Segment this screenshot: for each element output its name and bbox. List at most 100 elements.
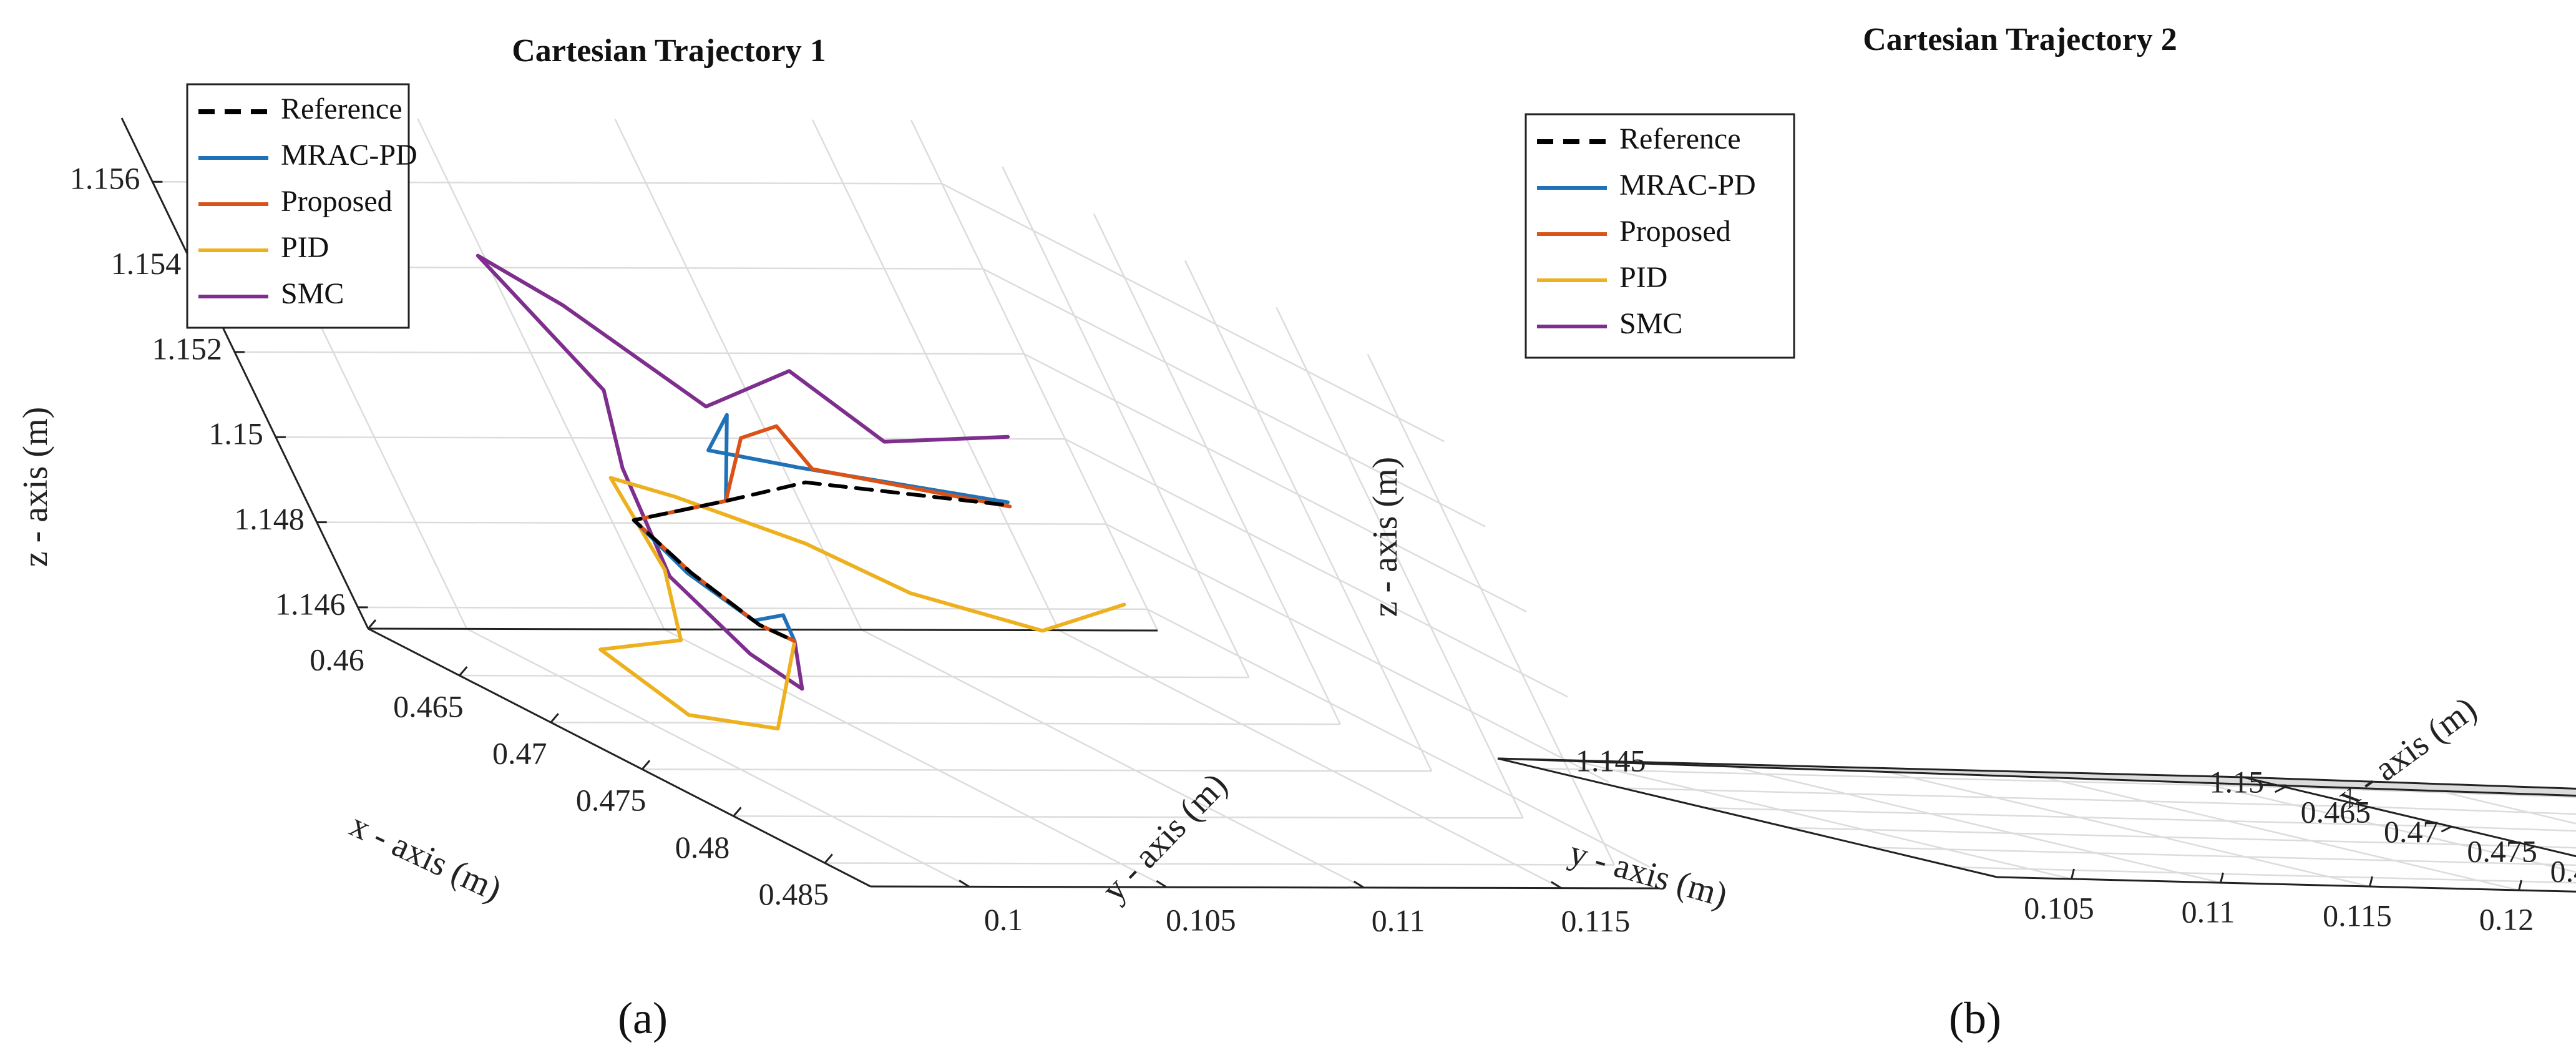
chart-title: Cartesian Trajectory 1 — [512, 33, 826, 69]
grid-line — [1367, 353, 1615, 865]
axis-edge — [2243, 776, 2576, 790]
axis-edge — [368, 627, 871, 888]
grid-line — [1721, 763, 2576, 795]
grid-line — [2276, 784, 2576, 794]
legend-label: Reference — [1619, 122, 1741, 155]
panel-caption: (a) — [618, 993, 668, 1043]
grid-line — [2019, 770, 2576, 792]
grid-line — [614, 119, 862, 631]
grid-line — [663, 629, 1167, 888]
grid-line — [1870, 767, 2370, 888]
grid-line — [733, 815, 1523, 819]
z-tick-label: 1.152 — [152, 331, 223, 366]
grid-line — [1721, 763, 2221, 884]
axis-edge — [368, 627, 1158, 632]
grid-line — [2169, 774, 2576, 873]
tick-labels: 0.4650.470.4750.480.4850.490.1050.110.11… — [1576, 743, 2576, 936]
axis-box — [120, 117, 1661, 890]
z-tick-label: 1.148 — [234, 501, 305, 536]
z-tick-label: 1.154 — [111, 246, 182, 281]
x-tick-label: 0.47 — [2384, 814, 2439, 849]
grid-line — [358, 606, 1148, 611]
legend-label: Proposed — [1619, 215, 1731, 248]
tick-mark — [2220, 872, 2224, 883]
legend-label: Proposed — [281, 185, 393, 218]
series-line-smc — [476, 253, 1010, 691]
x-axis-label: x - axis (m) — [2330, 689, 2484, 816]
legend: Reference MRAC-PD Proposed PID SMC — [1525, 113, 1795, 359]
grid-line — [811, 119, 1060, 631]
grid-line — [1146, 608, 1651, 868]
tick-mark — [459, 666, 468, 677]
legend-label: MRAC-PD — [1619, 169, 1756, 202]
axis-edge — [1497, 757, 1998, 878]
grid-line — [2404, 782, 2576, 825]
legend-label: PID — [281, 231, 329, 264]
legend-label: Reference — [281, 92, 402, 125]
tick-mark — [959, 880, 970, 888]
tick-mark — [2524, 845, 2535, 853]
tick-mark — [1156, 880, 1168, 888]
tick-mark — [2441, 825, 2452, 833]
y-tick-label: 0.105 — [1166, 903, 1236, 938]
legend-label: SMC — [281, 277, 344, 310]
grid-line — [1023, 353, 1527, 613]
grid-line — [824, 862, 1614, 866]
x-tick-label: 0.48 — [2550, 853, 2576, 888]
grid-line — [1002, 166, 1250, 678]
grid-line — [1106, 523, 1609, 783]
grid-line — [1276, 307, 1524, 818]
tick-mark — [641, 760, 651, 770]
grid-line — [459, 674, 1249, 679]
tick-mark — [550, 713, 559, 724]
grid-line — [861, 629, 1365, 888]
series-line-reference — [632, 480, 1005, 643]
tick-mark — [2369, 876, 2373, 887]
legend-label: SMC — [1619, 307, 1682, 340]
tick-mark — [367, 619, 377, 629]
grid-line — [982, 268, 1486, 528]
axis-edge — [120, 117, 369, 629]
x-tick-label: 0.46 — [310, 642, 364, 677]
axis-edge — [1497, 757, 2244, 778]
grid-line — [550, 721, 1340, 725]
axis-edge — [1497, 757, 2576, 797]
y-tick-label: 0.1 — [984, 902, 1023, 937]
x-tick-label: 0.465 — [393, 689, 464, 724]
x-tick-label: 0.485 — [759, 876, 829, 911]
grid-line — [1658, 763, 2404, 784]
series-line-mrac-pd — [632, 413, 1010, 643]
z-axis-label: z - axis (m) — [16, 407, 55, 567]
tick-labels: 0.46 0.465 0.47 0.475 0.48 0.485 0.1 0.105 0.11 0… — [70, 161, 1630, 938]
tick-mark — [2518, 880, 2522, 891]
grid-line — [2019, 770, 2519, 891]
y-tick-label: 0.115 — [2323, 898, 2392, 933]
x-axis-label: x - axis (m) — [344, 805, 507, 909]
axis-edge — [2243, 776, 2576, 858]
grid-line — [1058, 629, 1562, 889]
tick-mark — [733, 807, 742, 817]
grid-line — [910, 119, 1159, 631]
y-tick-label: 0.12 — [2479, 901, 2534, 936]
grid-line — [1870, 767, 2576, 793]
legend-label: PID — [1619, 261, 1667, 294]
tick-mark — [2274, 786, 2286, 793]
z-tick-label: 1.15 — [2210, 765, 2265, 800]
grid-line — [642, 768, 1432, 772]
z-tick-label: 1.156 — [70, 161, 140, 196]
x-tick-label: 0.475 — [576, 783, 646, 818]
legend: Reference MRAC-PD Proposed PID SMC — [186, 83, 417, 329]
panel-caption: (b) — [1949, 993, 2001, 1043]
grid-line — [316, 521, 1106, 525]
z-axis-label: z - axis (m) — [1366, 457, 1405, 617]
z-tick-label: 1.145 — [1576, 743, 1646, 778]
grid-line — [941, 183, 1445, 443]
y-tick-label: 0.115 — [1561, 903, 1631, 938]
z-tick-label: 1.146 — [275, 586, 346, 621]
grid-line — [417, 118, 665, 630]
grid-line — [466, 628, 970, 888]
tick-mark — [2071, 868, 2075, 880]
chart-title: Cartesian Trajectory 2 — [1863, 22, 2177, 57]
tick-mark — [1551, 881, 1562, 889]
